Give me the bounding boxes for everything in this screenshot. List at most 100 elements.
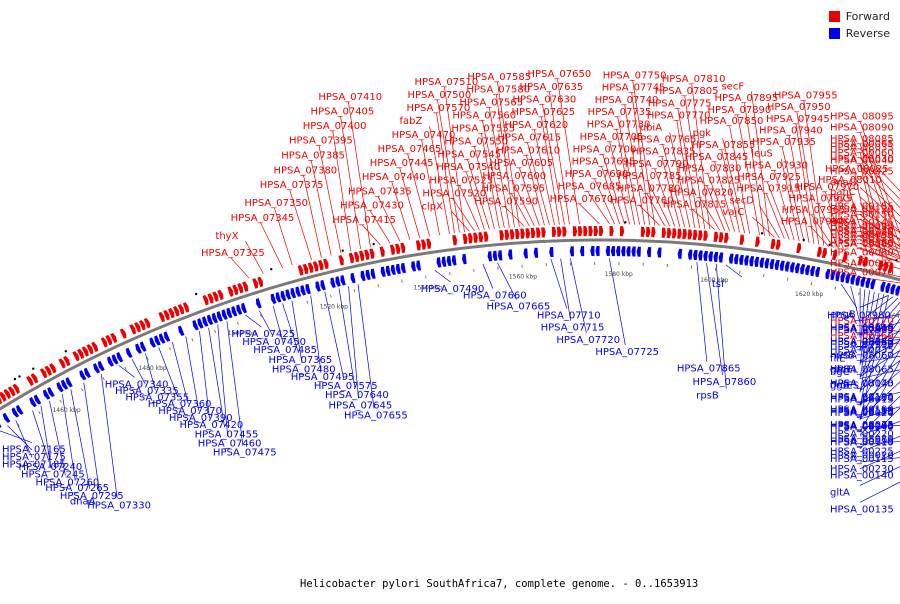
reverse-gene-arrow: [637, 247, 641, 257]
reverse-gene-label: HPSA_07710: [537, 311, 601, 322]
reverse-gene-arrow: [452, 255, 457, 265]
forward-gene-label: HPSA_07785: [618, 171, 682, 182]
legend-label-forward: Forward: [846, 10, 890, 23]
forward-gene-label: pgk: [693, 128, 712, 139]
reverse-gene-arrow: [351, 273, 356, 283]
map-title: Helicobacter pylori SouthAfrica7, comple…: [300, 578, 698, 590]
reverse-gene-label: HPSA_07645: [329, 400, 393, 411]
reverse-gene-arrow: [508, 249, 513, 259]
reverse-gene-arrow: [126, 348, 133, 358]
forward-gene-arrow: [257, 277, 263, 287]
forward-gene-arrow: [227, 286, 233, 296]
scale-tick: [835, 287, 836, 290]
forward-gene-label: HPSA_07890: [708, 105, 772, 116]
forward-gene-label: HPSA_07405: [311, 106, 375, 117]
scale-tick: [811, 282, 812, 285]
forward-gene-arrow: [359, 251, 364, 261]
forward-gene-label: HPSA_07855: [692, 140, 756, 151]
forward-gene-arrow: [693, 230, 698, 240]
forward-gene-label: HPSA_07950: [767, 102, 831, 113]
forward-gene-label: vajC: [722, 207, 744, 218]
forward-gene-arrow: [667, 228, 672, 238]
reverse-gene-arrow: [616, 246, 620, 256]
forward-gene-label: HPSA_07650: [528, 69, 592, 80]
forward-gene-label: leuS: [751, 149, 773, 160]
forward-gene-label: fabZ: [400, 116, 423, 127]
forward-gene-arrow: [232, 285, 238, 295]
scale-tick: [378, 284, 379, 287]
reverse-gene-arrow: [523, 248, 527, 258]
feature-dot: [624, 221, 626, 223]
forward-gene-arrow: [583, 226, 587, 236]
forward-gene-arrow: [468, 233, 473, 243]
reverse-gene-arrow: [775, 260, 780, 270]
legend-item-reverse: Reverse: [829, 25, 890, 42]
forward-gene-arrow: [400, 243, 405, 253]
reverse-gene-label: HPSA_00100: [830, 404, 894, 415]
reverse-gene-arrow: [895, 285, 900, 295]
reverse-gene-label: HPSA_00230: [830, 464, 894, 475]
scale-tick: [284, 307, 285, 310]
forward-gene-label: HPSA_07605: [489, 158, 553, 169]
reverse-gene-label: HPSA_07475: [213, 448, 277, 459]
reverse-gene-arrow: [698, 250, 703, 260]
forward-gene-arrow: [515, 229, 520, 239]
forward-gene-label: HPSA_07940: [759, 125, 823, 136]
feature-dot: [195, 293, 197, 295]
forward-gene-arrow: [202, 295, 208, 305]
reverse-gene-arrow: [498, 250, 503, 260]
forward-gene-arrow: [380, 246, 385, 256]
reverse-gene-arrow: [386, 266, 391, 276]
reverse-gene-label: HPSA_07720: [556, 335, 620, 346]
reverse-gene-arrow: [580, 246, 584, 256]
forward-gene-arrow: [308, 263, 313, 273]
reverse-gene-arrow: [805, 265, 810, 275]
feature-dot: [803, 239, 805, 241]
forward-gene-label: panC: [830, 187, 856, 198]
reverse-gene-arrow: [493, 251, 498, 261]
reverse-gene-arrow: [381, 267, 386, 277]
reverse-gene-arrow: [765, 258, 770, 268]
forward-gene-label: dnaG: [830, 177, 857, 188]
scale-tick: [307, 301, 308, 304]
forward-gene-arrow: [242, 281, 248, 291]
reverse-gene-label: HPSA_07330: [87, 500, 151, 511]
scale-tick: [331, 295, 332, 298]
legend: Forward Reverse: [829, 8, 890, 42]
forward-gene-arrow: [755, 237, 760, 247]
forward-gene-arrow: [703, 231, 708, 241]
forward-gene-arrow: [510, 229, 515, 239]
forward-gene-arrow: [646, 227, 650, 237]
reverse-gene-arrow: [693, 250, 698, 260]
scale-tick-label: 1460 kbp: [52, 407, 80, 414]
forward-gene-arrow: [641, 227, 645, 237]
forward-gene-arrow: [662, 228, 666, 238]
forward-gene-label: HPSA_07825: [677, 176, 741, 187]
reverse-gene-arrow: [744, 255, 749, 265]
scale-tick: [125, 367, 126, 370]
reverse-gene-arrow: [488, 251, 493, 261]
reverse-gene-arrow: [770, 259, 775, 269]
legend-label-reverse: Reverse: [846, 27, 890, 40]
reverse-gene-label: HPSA_07660: [463, 291, 527, 302]
reverse-gene-label: HPSA_08110: [830, 323, 894, 334]
forward-gene-label: HPSA_08090: [830, 123, 894, 134]
forward-gene-arrow: [724, 233, 729, 243]
forward-gene-label: HPSA_07595: [481, 184, 545, 195]
reverse-gene-arrow: [714, 252, 719, 262]
forward-gene-arrow: [682, 229, 687, 239]
forward-gene-label: HPSA_07635: [519, 82, 583, 93]
forward-gene-arrow: [536, 228, 541, 238]
reverse-gene-arrow: [391, 265, 396, 275]
forward-gene-label: HPSA_07925: [737, 172, 801, 183]
reverse-gene-arrow: [795, 263, 800, 273]
forward-gene-label: HPSA_07600: [482, 171, 546, 182]
reverse-gene-arrow: [286, 289, 292, 299]
forward-swatch-icon: [829, 11, 840, 22]
forward-gene-arrow: [120, 328, 127, 338]
forward-gene-arrow: [822, 248, 827, 258]
reverse-gene-arrow: [871, 279, 876, 289]
reverse-leader-line: [245, 315, 261, 327]
reverse-gene-arrow: [549, 247, 553, 257]
